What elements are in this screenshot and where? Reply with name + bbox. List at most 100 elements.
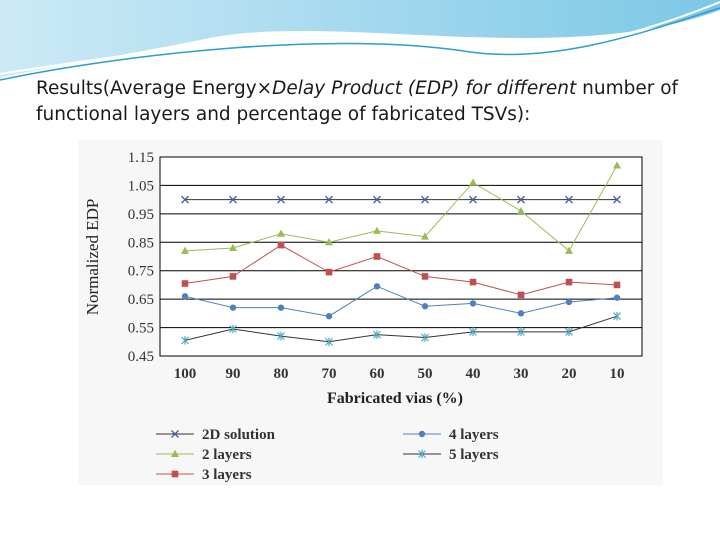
- x-tick-label: 60: [370, 366, 385, 382]
- data-point-square: [277, 241, 285, 249]
- data-point-circle: [277, 304, 285, 311]
- legend-item: 2 layers: [156, 447, 252, 463]
- data-point-asterisk: [469, 327, 477, 337]
- y-tick-label: 0.65: [128, 292, 154, 308]
- data-point-square: [171, 470, 179, 478]
- data-point-circle: [325, 313, 333, 320]
- data-series: [181, 161, 621, 347]
- legend-item: 5 layers: [403, 447, 499, 463]
- data-point-circle: [373, 283, 381, 290]
- data-point-square: [421, 273, 429, 280]
- data-point-asterisk: [517, 327, 525, 337]
- legend-item: 4 layers: [403, 427, 499, 443]
- data-point-square: [613, 281, 621, 289]
- y-axis-label: Normalized EDP: [83, 199, 102, 316]
- data-point-x: [229, 195, 237, 204]
- chart-panel: 1.15 1.05 0.95 0.85 0.75 0.65 0.55 0.45 100 90 80…: [78, 140, 663, 485]
- slide-title-text-end: number of functional layers and percenta…: [36, 78, 679, 125]
- y-tick-labels: 1.15 1.05 0.95 0.85 0.75 0.65 0.55 0.45: [128, 150, 154, 365]
- data-point-circle: [418, 430, 426, 438]
- y-tick-label: 0.95: [128, 207, 154, 223]
- data-point-triangle: [613, 161, 621, 169]
- data-point-x: [325, 195, 333, 204]
- data-point-x: [171, 430, 179, 438]
- header-wave-shape: [0, 0, 720, 78]
- data-point-triangle: [469, 178, 477, 186]
- y-tick-label: 0.85: [128, 235, 154, 251]
- header-wave-line: [0, 1, 720, 75]
- data-point-x: [469, 195, 477, 204]
- grid-lines: [160, 156, 642, 357]
- data-point-asterisk: [421, 333, 429, 342]
- data-point-circle: [421, 303, 429, 310]
- data-point-x: [613, 195, 621, 204]
- series-3-layers: [181, 241, 621, 299]
- data-point-triangle: [421, 232, 429, 240]
- legend-label: 2D solution: [202, 427, 276, 443]
- legend-label: 4 layers: [449, 427, 499, 443]
- data-point-triangle: [171, 449, 179, 457]
- x-tick-label: 100: [174, 366, 197, 382]
- slide-title-text: Results(Average Energy×: [36, 78, 273, 99]
- x-tick-label: 70: [322, 366, 337, 382]
- data-point-circle: [517, 310, 525, 317]
- series-2-layers: [181, 161, 621, 254]
- data-point-asterisk: [373, 330, 381, 339]
- data-point-x: [565, 195, 573, 204]
- x-tick-label: 80: [274, 366, 289, 382]
- edp-line-chart: 1.15 1.05 0.95 0.85 0.75 0.65 0.55 0.45 100 90 80…: [83, 150, 643, 483]
- data-point-square: [469, 278, 477, 286]
- y-tick-label: 0.75: [128, 264, 154, 280]
- legend-label: 2 layers: [202, 447, 252, 463]
- data-point-square: [517, 291, 525, 299]
- data-point-x: [421, 195, 429, 204]
- series-4-layers: [181, 283, 621, 320]
- series-5-layers: [181, 311, 621, 347]
- series-2d-solution: [181, 195, 621, 204]
- y-tick-label: 1.05: [128, 178, 154, 194]
- data-point-asterisk: [565, 327, 573, 337]
- data-point-circle: [469, 300, 477, 307]
- data-point-asterisk: [418, 449, 426, 459]
- x-tick-label: 30: [514, 366, 529, 382]
- data-point-x: [373, 195, 381, 204]
- x-tick-label: 10: [610, 366, 625, 382]
- data-point-asterisk: [181, 336, 189, 345]
- data-point-asterisk: [613, 311, 621, 321]
- series-line: [184, 315, 618, 343]
- x-tick-label: 50: [418, 366, 433, 382]
- data-point-asterisk: [277, 331, 285, 341]
- data-point-asterisk: [229, 324, 237, 334]
- y-tick-label: 0.45: [128, 349, 154, 365]
- series-line: [184, 285, 618, 317]
- data-point-x: [181, 195, 189, 204]
- data-point-square: [325, 268, 333, 276]
- y-tick-label: 0.55: [128, 321, 154, 337]
- data-point-square: [229, 273, 237, 280]
- x-tick-label: 90: [226, 366, 241, 382]
- legend-item: 2D solution: [156, 427, 276, 443]
- data-point-square: [181, 280, 189, 287]
- data-point-triangle: [373, 226, 381, 234]
- x-tick-labels: 100 90 80 70 60 50 40 30 20 10: [174, 366, 625, 382]
- header-wave-decoration: [0, 0, 720, 81]
- data-point-square: [373, 253, 381, 260]
- y-tick-label: 1.15: [128, 150, 154, 166]
- data-point-circle: [229, 304, 237, 311]
- legend: 2D solution 2 layers 3 layers 4 layers 5 lay…: [156, 427, 499, 483]
- data-point-x: [277, 195, 285, 204]
- plot-area: [159, 156, 643, 357]
- x-tick-label: 20: [562, 366, 577, 382]
- data-point-circle: [181, 293, 189, 300]
- data-point-x: [517, 195, 525, 204]
- data-point-triangle: [277, 229, 285, 237]
- data-point-triangle: [229, 243, 237, 251]
- series-line: [184, 165, 618, 252]
- legend-label: 3 layers: [202, 467, 252, 483]
- series-line: [184, 244, 618, 296]
- data-point-triangle: [325, 238, 333, 246]
- data-point-asterisk: [325, 337, 333, 347]
- data-point-triangle: [517, 206, 525, 215]
- data-point-square: [565, 278, 573, 286]
- slide-title: Results(Average Energy×Delay Product (ED…: [36, 76, 706, 128]
